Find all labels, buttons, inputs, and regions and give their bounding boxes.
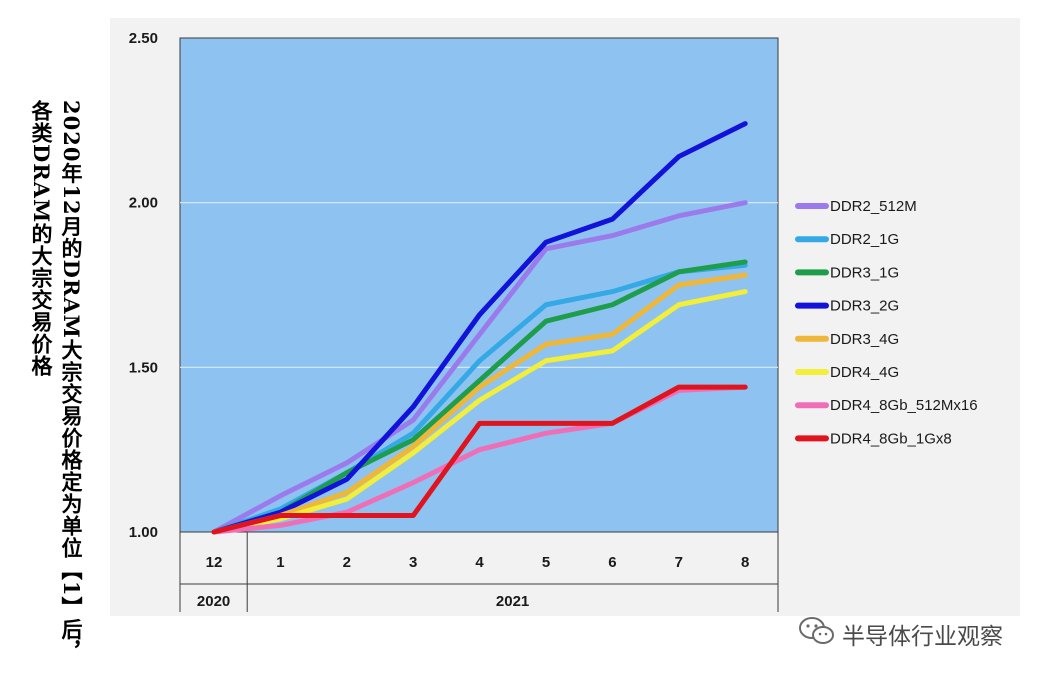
legend-label: DDR2_512M [830, 198, 917, 215]
legend-label: DDR4_4G [830, 364, 899, 381]
legend-label: DDR4_8Gb_512Mx16 [830, 397, 978, 414]
legend-label: DDR3_1G [830, 264, 899, 281]
series-line-ddr3-4g [211, 272, 748, 535]
series-line-ddr3-2g [211, 121, 748, 535]
watermark-text: 半导体行业观察 [842, 624, 1003, 650]
year-label: 2021 [496, 593, 529, 610]
y-tick-label: 2.00 [129, 195, 158, 212]
grid-layer [180, 202, 778, 368]
year-label: 2020 [197, 593, 230, 610]
x-tick-label: 6 [608, 554, 616, 571]
legend-label: DDR3_2G [830, 298, 899, 315]
x-tick-label: 3 [409, 554, 417, 571]
series-line-ddr4-8gb-1gx8 [211, 384, 748, 535]
series-line-ddr2-512m [211, 200, 748, 535]
x-tick-label: 1 [276, 554, 284, 571]
x-tick-label: 4 [475, 554, 484, 571]
series-line-ddr4-4g [211, 289, 748, 535]
series-lines [211, 121, 748, 535]
x-tick-label: 7 [675, 554, 683, 571]
wechat-icon [798, 616, 836, 652]
y-tick-label: 1.00 [129, 524, 158, 541]
legend-label: DDR4_8Gb_1Gx8 [830, 430, 952, 447]
caption-column-1: 2020年12月的DRAM大宗交易价格定为单位【1】后， [59, 100, 84, 663]
legend-label: DDR3_4G [830, 331, 899, 348]
x-tick-label: 8 [741, 554, 749, 571]
y-tick-label: 1.50 [129, 359, 158, 376]
x-tick-label: 12 [206, 554, 223, 571]
watermark: 半导体行业观察 [798, 616, 1003, 652]
y-tick-label: 2.50 [129, 30, 158, 47]
legend: DDR2_512M DDR2_1G DDR3_1G DDR3_2G DDR3_4G DDR… [795, 198, 978, 447]
x-tick-label: 2 [343, 554, 351, 571]
legend-label: DDR2_1G [830, 231, 899, 248]
y-ticks: 1.00 1.50 2.00 2.50 [129, 30, 158, 541]
x-tick-label: 5 [542, 554, 550, 571]
caption-column-2: 各类DRAM的大宗交易价格 [29, 100, 54, 378]
